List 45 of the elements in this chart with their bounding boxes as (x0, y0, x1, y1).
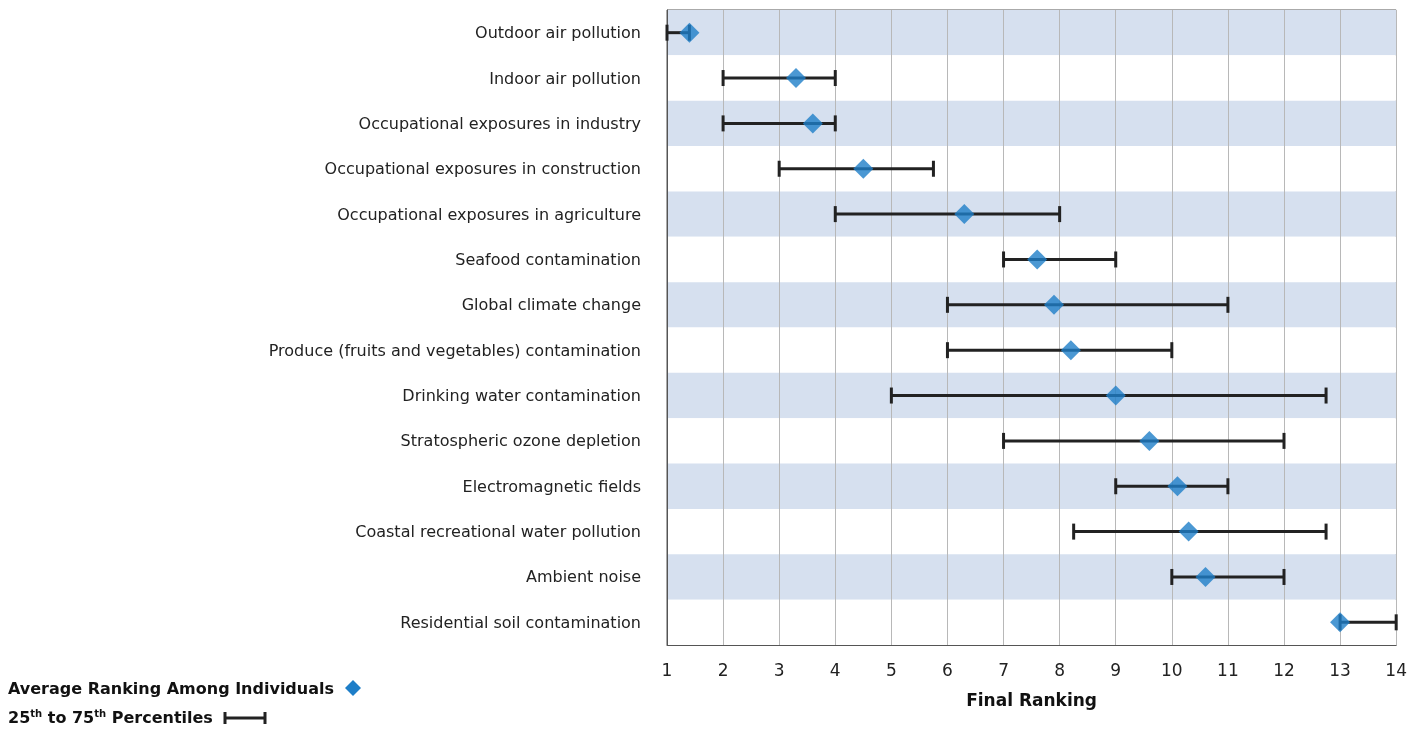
point (853, 158, 874, 179)
point (954, 204, 975, 225)
x-tick-label: 1 (661, 659, 673, 680)
y-tick-label: Residential soil contamination (400, 612, 641, 632)
y-tick-label: Electromagnetic fields (462, 476, 641, 496)
x-tick-label: 6 (942, 659, 953, 680)
y-tick-label: Ambient noise (525, 567, 641, 587)
y-tick-label: Drinking water contamination (402, 386, 641, 406)
x-tick-label: 7 (998, 659, 1009, 680)
point (1167, 476, 1188, 497)
y-tick-label: Indoor air pollution (489, 68, 641, 88)
x-tick-label: 14 (1385, 659, 1407, 680)
point (802, 113, 823, 134)
y-tick-label: Coastal recreational water pollution (355, 522, 641, 542)
x-tick-label: 9 (1110, 659, 1122, 680)
point (1060, 340, 1081, 361)
x-tick-label: 3 (773, 659, 785, 680)
y-tick-label: Occupational exposures in agriculture (337, 204, 641, 224)
x-tick-label: 2 (717, 659, 729, 680)
x-axis-title: Final Ranking (966, 689, 1098, 710)
x-tick-label: 12 (1273, 659, 1295, 680)
point (1195, 566, 1216, 587)
x-tick-label: 11 (1217, 659, 1239, 680)
x-tick-label: 10 (1161, 659, 1183, 680)
x-tick-label: 4 (829, 659, 841, 680)
point (679, 22, 700, 43)
y-tick-label: Outdoor air pollution (475, 23, 641, 43)
y-tick-label: Produce (fruits and vegetables) contamination (268, 340, 641, 360)
x-tick-label: 13 (1329, 659, 1351, 680)
x-tick-label: 8 (1054, 659, 1066, 680)
point (1044, 294, 1065, 315)
y-tick-label: Stratospheric ozone depletion (400, 431, 641, 451)
text: 25$^{th}$ to 75$^{th}$ Percentiles (8, 708, 213, 728)
point (1178, 521, 1199, 542)
y-tick-label: Global climate change (461, 295, 641, 315)
point (1330, 612, 1351, 633)
point (1027, 249, 1048, 270)
y-tick-label: Occupational exposures in construction (324, 159, 641, 179)
x-tick-label: 5 (885, 659, 897, 680)
legend-label: Average Ranking Among Individuals (8, 678, 335, 698)
y-tick-label: Occupational exposures in industry (358, 113, 641, 133)
point (1105, 385, 1126, 406)
y-tick-label: Seafood contamination (455, 249, 641, 269)
point (786, 68, 807, 89)
point (1139, 430, 1160, 451)
